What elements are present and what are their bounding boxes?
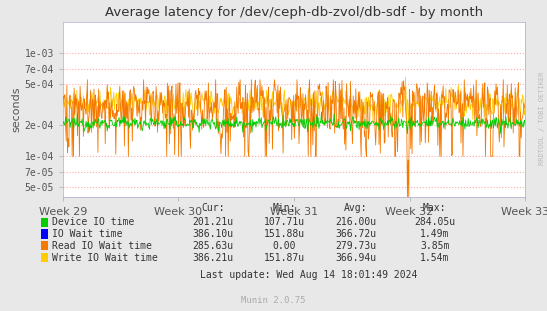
Text: 386.21u: 386.21u — [193, 253, 234, 262]
Text: 1.54m: 1.54m — [420, 253, 450, 262]
Text: 285.63u: 285.63u — [193, 241, 234, 251]
Text: Last update: Wed Aug 14 18:01:49 2024: Last update: Wed Aug 14 18:01:49 2024 — [200, 270, 418, 280]
Text: Munin 2.0.75: Munin 2.0.75 — [241, 296, 306, 305]
Text: Cur:: Cur: — [202, 203, 225, 213]
Text: 366.72u: 366.72u — [335, 229, 376, 239]
Text: Device IO time: Device IO time — [52, 217, 134, 227]
Text: RRDTOOL / TOBI OETIKER: RRDTOOL / TOBI OETIKER — [539, 72, 545, 165]
Text: IO Wait time: IO Wait time — [52, 229, 123, 239]
Text: 151.87u: 151.87u — [264, 253, 305, 262]
Title: Average latency for /dev/ceph-db-zvol/db-sdf - by month: Average latency for /dev/ceph-db-zvol/db… — [105, 6, 483, 19]
Y-axis label: seconds: seconds — [11, 87, 22, 132]
Text: 279.73u: 279.73u — [335, 241, 376, 251]
Text: Write IO Wait time: Write IO Wait time — [52, 253, 158, 262]
Text: 201.21u: 201.21u — [193, 217, 234, 227]
Text: 216.00u: 216.00u — [335, 217, 376, 227]
Text: Min:: Min: — [273, 203, 296, 213]
Text: Read IO Wait time: Read IO Wait time — [52, 241, 152, 251]
Text: 3.85m: 3.85m — [420, 241, 450, 251]
Text: 1.49m: 1.49m — [420, 229, 450, 239]
Text: 386.10u: 386.10u — [193, 229, 234, 239]
Text: Avg:: Avg: — [344, 203, 367, 213]
Text: 107.71u: 107.71u — [264, 217, 305, 227]
Text: 151.88u: 151.88u — [264, 229, 305, 239]
Text: 366.94u: 366.94u — [335, 253, 376, 262]
Text: Max:: Max: — [423, 203, 446, 213]
Text: 0.00: 0.00 — [273, 241, 296, 251]
Text: 284.05u: 284.05u — [414, 217, 456, 227]
